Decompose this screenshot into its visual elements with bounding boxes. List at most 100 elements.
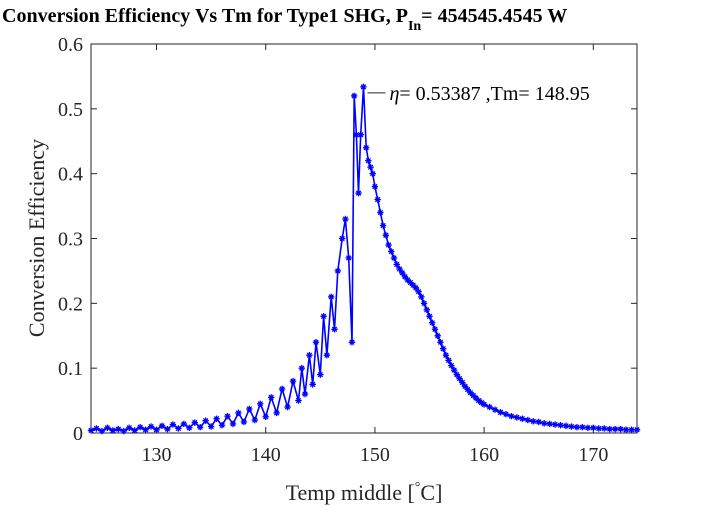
data-point xyxy=(524,416,531,424)
series-line xyxy=(90,86,637,433)
data-point xyxy=(295,397,302,404)
y-tick-label: 0.2 xyxy=(58,293,83,315)
x-tick-label: 130 xyxy=(142,444,172,466)
data-point xyxy=(338,235,346,242)
data-point xyxy=(371,183,379,190)
data-point xyxy=(486,403,493,411)
data-point xyxy=(362,144,370,151)
data-point xyxy=(453,371,461,378)
x-axis-label-degree: ° xyxy=(415,480,421,495)
data-point xyxy=(450,366,458,374)
x-axis: 130 140 150 160 170 xyxy=(142,44,608,466)
data-point xyxy=(595,425,602,432)
chart-title: Conversion Efficiency Vs Tm for Type1 SH… xyxy=(2,5,567,34)
data-point xyxy=(345,254,352,262)
data-point xyxy=(147,423,155,430)
data-point xyxy=(601,425,608,432)
data-point xyxy=(382,232,390,239)
data-point xyxy=(385,241,392,249)
data-point xyxy=(606,425,613,433)
data-point xyxy=(579,423,586,431)
x-tick-label: 140 xyxy=(251,444,281,466)
data-point xyxy=(257,400,264,408)
data-point xyxy=(456,375,463,382)
data-point xyxy=(377,209,384,216)
data-point xyxy=(535,418,542,426)
data-point xyxy=(431,326,439,333)
data-point xyxy=(273,409,280,417)
data-point xyxy=(426,313,433,320)
data-point xyxy=(611,425,619,433)
data-point xyxy=(519,415,526,422)
data-point xyxy=(508,412,515,420)
data-point xyxy=(301,390,309,398)
data-point xyxy=(365,157,372,164)
x-axis-label-text: Temp middle [ xyxy=(286,480,415,505)
data-point xyxy=(445,357,452,364)
data-point xyxy=(246,405,253,413)
x-tick-label: 170 xyxy=(578,444,608,466)
data-point xyxy=(284,403,291,411)
x-axis-label: Temp middle [°C] xyxy=(286,480,443,505)
data-point xyxy=(342,215,349,223)
annotation-text: = 0.53387 ,Tm= 148.95 xyxy=(399,83,589,105)
data-point xyxy=(251,416,258,424)
data-point xyxy=(415,288,422,295)
data-point xyxy=(229,420,237,428)
data-point xyxy=(120,427,127,435)
data-point xyxy=(334,267,341,275)
data-point xyxy=(513,414,521,421)
y-tick-label: 0.5 xyxy=(58,99,83,121)
data-point xyxy=(540,420,548,427)
data-point xyxy=(401,273,409,280)
data-point xyxy=(98,427,106,435)
data-point xyxy=(480,401,488,408)
data-point xyxy=(312,339,320,346)
data-point xyxy=(448,362,455,369)
data-point xyxy=(240,418,248,426)
y-axis-label: Conversion Efficiency xyxy=(24,139,49,337)
data-point xyxy=(502,410,510,418)
y-axis: 0 0.1 0.2 0.3 0.4 0.5 0.6 xyxy=(58,34,637,445)
data-point xyxy=(437,339,444,346)
data-point xyxy=(388,248,395,255)
data-point xyxy=(617,425,624,433)
data-point xyxy=(323,352,331,359)
data-point xyxy=(439,345,447,352)
data-point xyxy=(298,364,305,372)
chart-title-main: Conversion Efficiency Vs Tm for Type1 SH… xyxy=(2,5,408,27)
data-point xyxy=(379,222,387,229)
data-point xyxy=(459,379,466,386)
data-point xyxy=(306,352,313,359)
data-point xyxy=(202,417,209,424)
peak-annotation: η= 0.53387 ,Tm= 148.95 xyxy=(367,83,590,105)
data-point xyxy=(546,420,553,428)
data-point xyxy=(429,319,436,326)
data-point xyxy=(197,423,204,431)
data-point xyxy=(628,426,635,433)
data-point xyxy=(420,300,428,307)
x-axis-label-unit: C] xyxy=(420,480,442,505)
data-point xyxy=(412,284,420,291)
data-point xyxy=(186,424,193,432)
data-point xyxy=(423,306,430,314)
data-point xyxy=(442,352,450,359)
data-point xyxy=(93,425,100,432)
data-point xyxy=(262,413,269,420)
data-point xyxy=(622,426,630,433)
data-point xyxy=(131,427,138,434)
data-point xyxy=(218,422,226,429)
series-efficiency xyxy=(87,83,641,435)
data-point xyxy=(568,423,575,430)
data-point xyxy=(104,424,111,432)
data-point xyxy=(350,92,358,100)
data-point xyxy=(590,424,597,432)
data-point xyxy=(396,265,403,273)
series-markers xyxy=(87,83,641,435)
data-point xyxy=(374,196,381,203)
data-point xyxy=(557,422,564,429)
data-point xyxy=(355,189,362,197)
data-point xyxy=(491,406,499,413)
data-point xyxy=(551,421,559,428)
